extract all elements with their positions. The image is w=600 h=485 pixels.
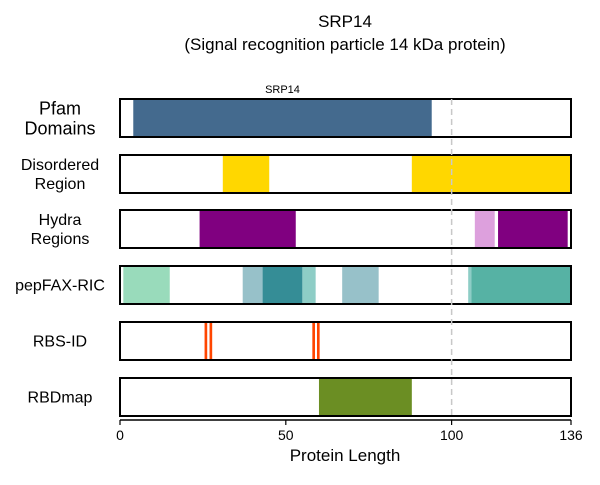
track-frame-1 xyxy=(119,154,572,194)
track-5-segment-0 xyxy=(318,378,412,416)
track-1-segment-0 xyxy=(222,155,270,193)
track-4-segment-1 xyxy=(209,322,213,360)
track-label-4: RBS-ID xyxy=(33,334,87,351)
track-2-segment-1 xyxy=(474,210,495,248)
track-frame-2 xyxy=(119,209,572,249)
chart-subtitle: (Signal recognition particle 14 kDa prot… xyxy=(184,35,505,54)
track-3-segment-3 xyxy=(302,266,316,304)
track-3-segment-1 xyxy=(242,266,263,304)
segment-label: SRP14 xyxy=(265,84,300,96)
track-0-segment-0 xyxy=(133,99,432,137)
track-label-2: Hydra Regions xyxy=(31,212,90,248)
track-3-segment-0 xyxy=(123,266,170,304)
x-tick-label-1: 50 xyxy=(278,427,294,443)
track-4-segment-0 xyxy=(204,322,208,360)
x-tick-label-2: 100 xyxy=(440,427,464,443)
x-axis-label: Protein Length xyxy=(290,446,401,465)
track-3-segment-4 xyxy=(342,266,379,304)
track-frame-4 xyxy=(119,321,572,361)
track-4-segment-3 xyxy=(316,322,320,360)
track-frame-5 xyxy=(119,377,572,417)
track-3-segment-5 xyxy=(468,266,472,304)
track-2-segment-2 xyxy=(498,210,568,248)
x-tick-label-3: 136 xyxy=(559,427,583,443)
track-label-3: pepFAX-RIC xyxy=(15,278,105,295)
track-3-segment-6 xyxy=(471,266,571,304)
track-label-0: Pfam Domains xyxy=(24,98,95,138)
track-2-segment-0 xyxy=(199,210,296,248)
track-3-segment-2 xyxy=(262,266,303,304)
track-4-segment-2 xyxy=(312,322,315,360)
track-1-segment-1 xyxy=(411,155,571,193)
track-frame-3 xyxy=(119,265,572,305)
track-label-1: Disordered Region xyxy=(21,157,99,193)
track-label-5: RBDmap xyxy=(28,390,93,407)
track-frame-0 xyxy=(119,98,572,138)
x-tick-label-0: 0 xyxy=(116,427,124,443)
chart-title: SRP14 xyxy=(318,12,372,31)
